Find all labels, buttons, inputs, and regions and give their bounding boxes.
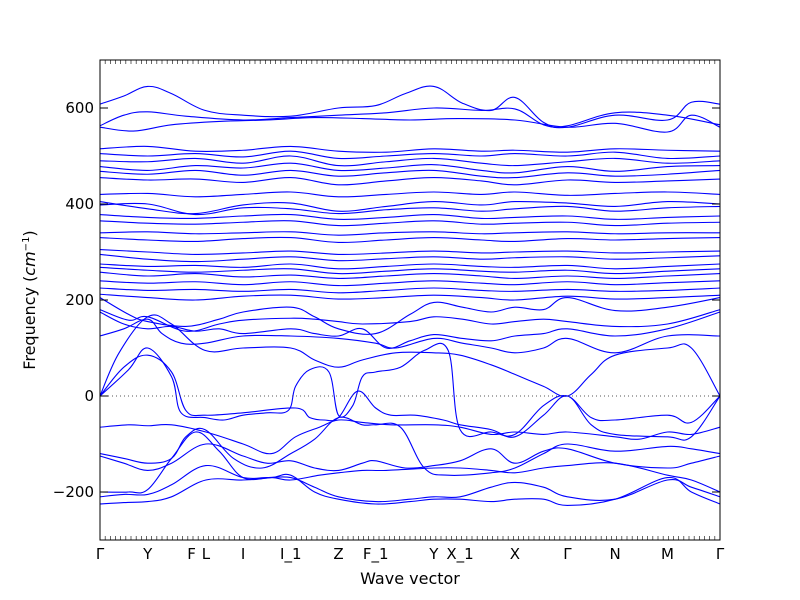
x-tick-label: X_1 [446,545,473,564]
band-line-14 [99,220,721,227]
x-tick-label: Γ [96,545,105,563]
band-line-2 [99,107,721,128]
band-line-8 [99,169,721,179]
y-tick-label: 600 [65,99,94,117]
band-line-19 [99,263,721,270]
y-axis-label: Frequency (cm−1) [20,230,39,369]
y-axis-label-exponent: −1 [21,237,32,252]
band-line-5 [99,150,721,160]
band-line-26 [99,309,721,332]
band-line-6 [99,155,721,167]
x-axis-label: Wave vector [360,569,460,588]
x-tick-label: I_1 [280,545,301,564]
y-axis-label-close-paren: ) [20,230,39,236]
y-tick-label: −200 [53,483,94,501]
x-tick-label: Y [428,545,439,563]
band-line-9 [99,177,721,186]
x-tick-label: F [187,545,196,563]
x-tick-label: Γ [563,545,572,563]
y-ticks-layer: 600 400 200 0 −200 [53,99,720,501]
band-line-10 [99,191,721,198]
band-line-17 [99,249,721,256]
band-line-18 [99,253,721,263]
band-line-13 [99,213,721,221]
band-line-16 [99,236,721,244]
band-line-34 [99,443,721,472]
y-axis-label-unit: cm [20,251,39,275]
x-tick-label: I [241,545,245,563]
band-line-28 [99,318,721,354]
x-tick-label: F_1 [363,545,389,564]
x-tick-label: M [661,545,674,563]
band-line-33 [99,416,721,476]
y-tick-label: 0 [84,387,94,405]
band-line-15 [99,231,721,236]
band-line-20 [99,266,721,275]
x-tick-label: Γ [716,545,725,563]
band-line-36 [99,465,721,503]
band-line-25 [99,297,721,335]
band-line-23 [99,287,721,294]
plot-frame [99,59,721,541]
band-line-29 [99,314,721,397]
band-line-37 [99,473,721,506]
band-line-12 [99,202,721,216]
x-tick-label: N [609,545,620,563]
band-line-27 [99,311,721,349]
y-tick-label: 200 [65,291,94,309]
band-line-22 [99,280,721,287]
x-tick-label: L [202,545,211,563]
band-line-3 [99,114,721,133]
y-axis-label-text: Frequency [20,287,39,370]
bands-layer [99,85,721,506]
x-tick-label: Y [142,545,153,563]
band-line-35 [99,431,721,494]
x-tick-label: X [510,545,520,563]
band-line-11 [99,200,721,215]
band-line-21 [99,271,721,279]
band-line-1 [99,85,721,129]
x-ticks-layer: Γ Y F L I I_1 Z F_1 Y X_1 X Γ N M Γ [96,60,725,564]
band-line-7 [99,162,721,174]
band-line-31 [99,354,721,441]
band-line-4 [99,145,721,153]
band-line-30 [99,342,721,438]
x-tick-label: Z [333,545,343,563]
y-axis-label-open-paren: ( [20,276,39,282]
band-line-24 [99,293,721,301]
y-tick-label: 400 [65,195,94,213]
